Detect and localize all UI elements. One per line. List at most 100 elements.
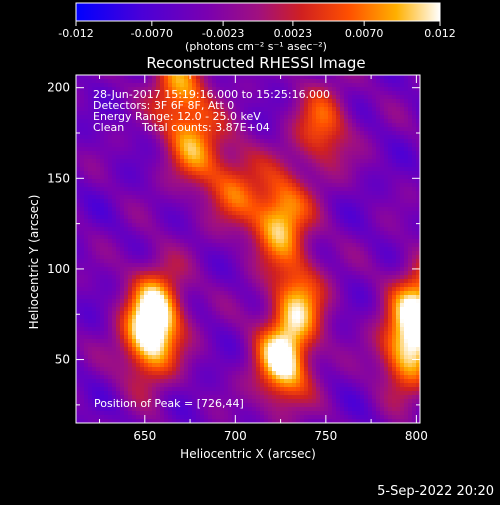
heatmap-cell — [360, 227, 364, 231]
heatmap-cell — [140, 215, 144, 219]
heatmap-cell — [404, 143, 408, 147]
heatmap-cell — [412, 167, 416, 171]
heatmap-cell — [380, 75, 384, 79]
heatmap-cell — [328, 131, 332, 135]
heatmap-cell — [272, 123, 276, 127]
heatmap-cell — [112, 247, 116, 251]
heatmap-cell — [152, 195, 156, 199]
heatmap-cell — [392, 251, 396, 255]
heatmap-cell — [104, 303, 108, 307]
heatmap-cell — [296, 167, 300, 171]
heatmap-cell — [120, 187, 124, 191]
heatmap-cell — [312, 211, 316, 215]
heatmap-cell — [136, 135, 140, 139]
heatmap-cell — [160, 171, 164, 175]
heatmap-cell — [84, 139, 88, 143]
heatmap-cell — [176, 211, 180, 215]
heatmap-cell — [340, 111, 344, 115]
heatmap-cell — [156, 171, 160, 175]
heatmap-cell — [192, 139, 196, 143]
heatmap-cell — [172, 271, 176, 275]
heatmap-cell — [328, 151, 332, 155]
heatmap-cell — [316, 147, 320, 151]
heatmap-cell — [180, 191, 184, 195]
heatmap-cell — [284, 283, 288, 287]
heatmap-cell — [216, 223, 220, 227]
heatmap-cell — [148, 211, 152, 215]
heatmap-cell — [412, 215, 416, 219]
heatmap-cell — [176, 199, 180, 203]
heatmap-cell — [336, 295, 340, 299]
heatmap-cell — [252, 231, 256, 235]
heatmap-cell — [380, 251, 384, 255]
heatmap-cell — [272, 183, 276, 187]
heatmap-cell — [388, 191, 392, 195]
heatmap-cell — [356, 147, 360, 151]
heatmap-cell — [244, 103, 248, 107]
heatmap-cell — [324, 171, 328, 175]
heatmap-cell — [112, 279, 116, 283]
heatmap-cell — [112, 283, 116, 287]
heatmap-cell — [352, 107, 356, 111]
heatmap-cell — [356, 123, 360, 127]
heatmap-cell — [152, 179, 156, 183]
heatmap-cell — [328, 195, 332, 199]
heatmap-cell — [180, 219, 184, 223]
heatmap-cell — [228, 247, 232, 251]
heatmap-cell — [284, 159, 288, 163]
heatmap-cell — [188, 283, 192, 287]
heatmap-cell — [260, 287, 264, 291]
heatmap-cell — [104, 183, 108, 187]
heatmap-cell — [144, 83, 148, 87]
heatmap-cell — [284, 131, 288, 135]
heatmap-cell — [88, 95, 92, 99]
heatmap-cell — [156, 191, 160, 195]
heatmap-cell — [108, 255, 112, 259]
heatmap-cell — [252, 103, 256, 107]
heatmap-cell — [188, 163, 192, 167]
heatmap-cell — [124, 79, 128, 83]
heatmap-cell — [380, 107, 384, 111]
heatmap-cell — [312, 163, 316, 167]
heatmap-cell — [96, 183, 100, 187]
heatmap-cell — [244, 295, 248, 299]
heatmap-cell — [340, 279, 344, 283]
heatmap-cell — [88, 115, 92, 119]
heatmap-cell — [188, 243, 192, 247]
heatmap-cell — [308, 107, 312, 111]
heatmap-cell — [208, 251, 212, 255]
heatmap-cell — [148, 279, 152, 283]
heatmap-cell — [92, 155, 96, 159]
heatmap-cell — [336, 275, 340, 279]
heatmap-cell — [248, 207, 252, 211]
heatmap-cell — [404, 211, 408, 215]
heatmap-cell — [88, 223, 92, 227]
heatmap-cell — [304, 235, 308, 239]
heatmap-cell — [76, 139, 80, 143]
heatmap-cell — [228, 147, 232, 151]
heatmap-cell — [200, 299, 204, 303]
heatmap-cell — [288, 235, 292, 239]
heatmap-cell — [88, 103, 92, 107]
heatmap-cell — [192, 171, 196, 175]
heatmap-cell — [236, 279, 240, 283]
heatmap-cell — [404, 131, 408, 135]
heatmap-cell — [152, 79, 156, 83]
heatmap-cell — [152, 259, 156, 263]
heatmap-cell — [288, 167, 292, 171]
heatmap-cell — [180, 135, 184, 139]
heatmap-cell — [140, 247, 144, 251]
heatmap-cell — [240, 219, 244, 223]
heatmap-cell — [160, 207, 164, 211]
heatmap-cell — [140, 151, 144, 155]
heatmap-cell — [400, 111, 404, 115]
heatmap-cell — [304, 163, 308, 167]
heatmap-cell — [388, 275, 392, 279]
heatmap-cell — [144, 303, 148, 307]
heatmap-cell — [388, 187, 392, 191]
heatmap-cell — [372, 287, 376, 291]
heatmap-cell — [404, 87, 408, 91]
heatmap-cell — [372, 203, 376, 207]
heatmap-cell — [320, 115, 324, 119]
heatmap-cell — [312, 167, 316, 171]
